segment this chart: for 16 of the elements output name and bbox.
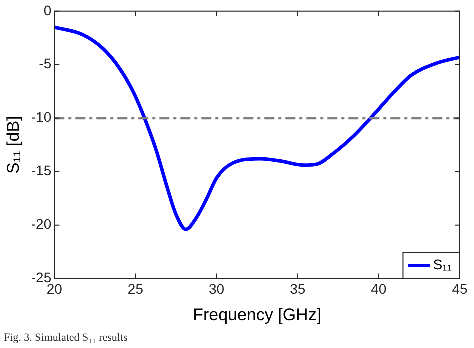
x-tick-label: 20 (46, 281, 63, 298)
y-tick-label: -15 (31, 162, 52, 179)
x-tick-label: 40 (371, 281, 387, 298)
y-tick-label: -5 (39, 56, 52, 72)
legend-label: S₁₁ (433, 256, 452, 273)
x-tick-label: 25 (128, 281, 144, 298)
y-tick-label: -20 (31, 216, 52, 232)
y-tick-label: -10 (31, 109, 52, 126)
x-tick-label: 35 (290, 281, 306, 298)
caption: Fig. 3. Simulated S₁₁ results (3, 331, 129, 346)
y-axis-title: S₁₁ [dB] (4, 116, 23, 174)
y-tick-label: 0 (44, 2, 52, 18)
x-tick-label: 45 (452, 281, 468, 298)
x-tick-label: 30 (208, 281, 225, 298)
x-axis-title: Frequency [GHz] (193, 305, 322, 324)
line-series (54, 26, 460, 232)
